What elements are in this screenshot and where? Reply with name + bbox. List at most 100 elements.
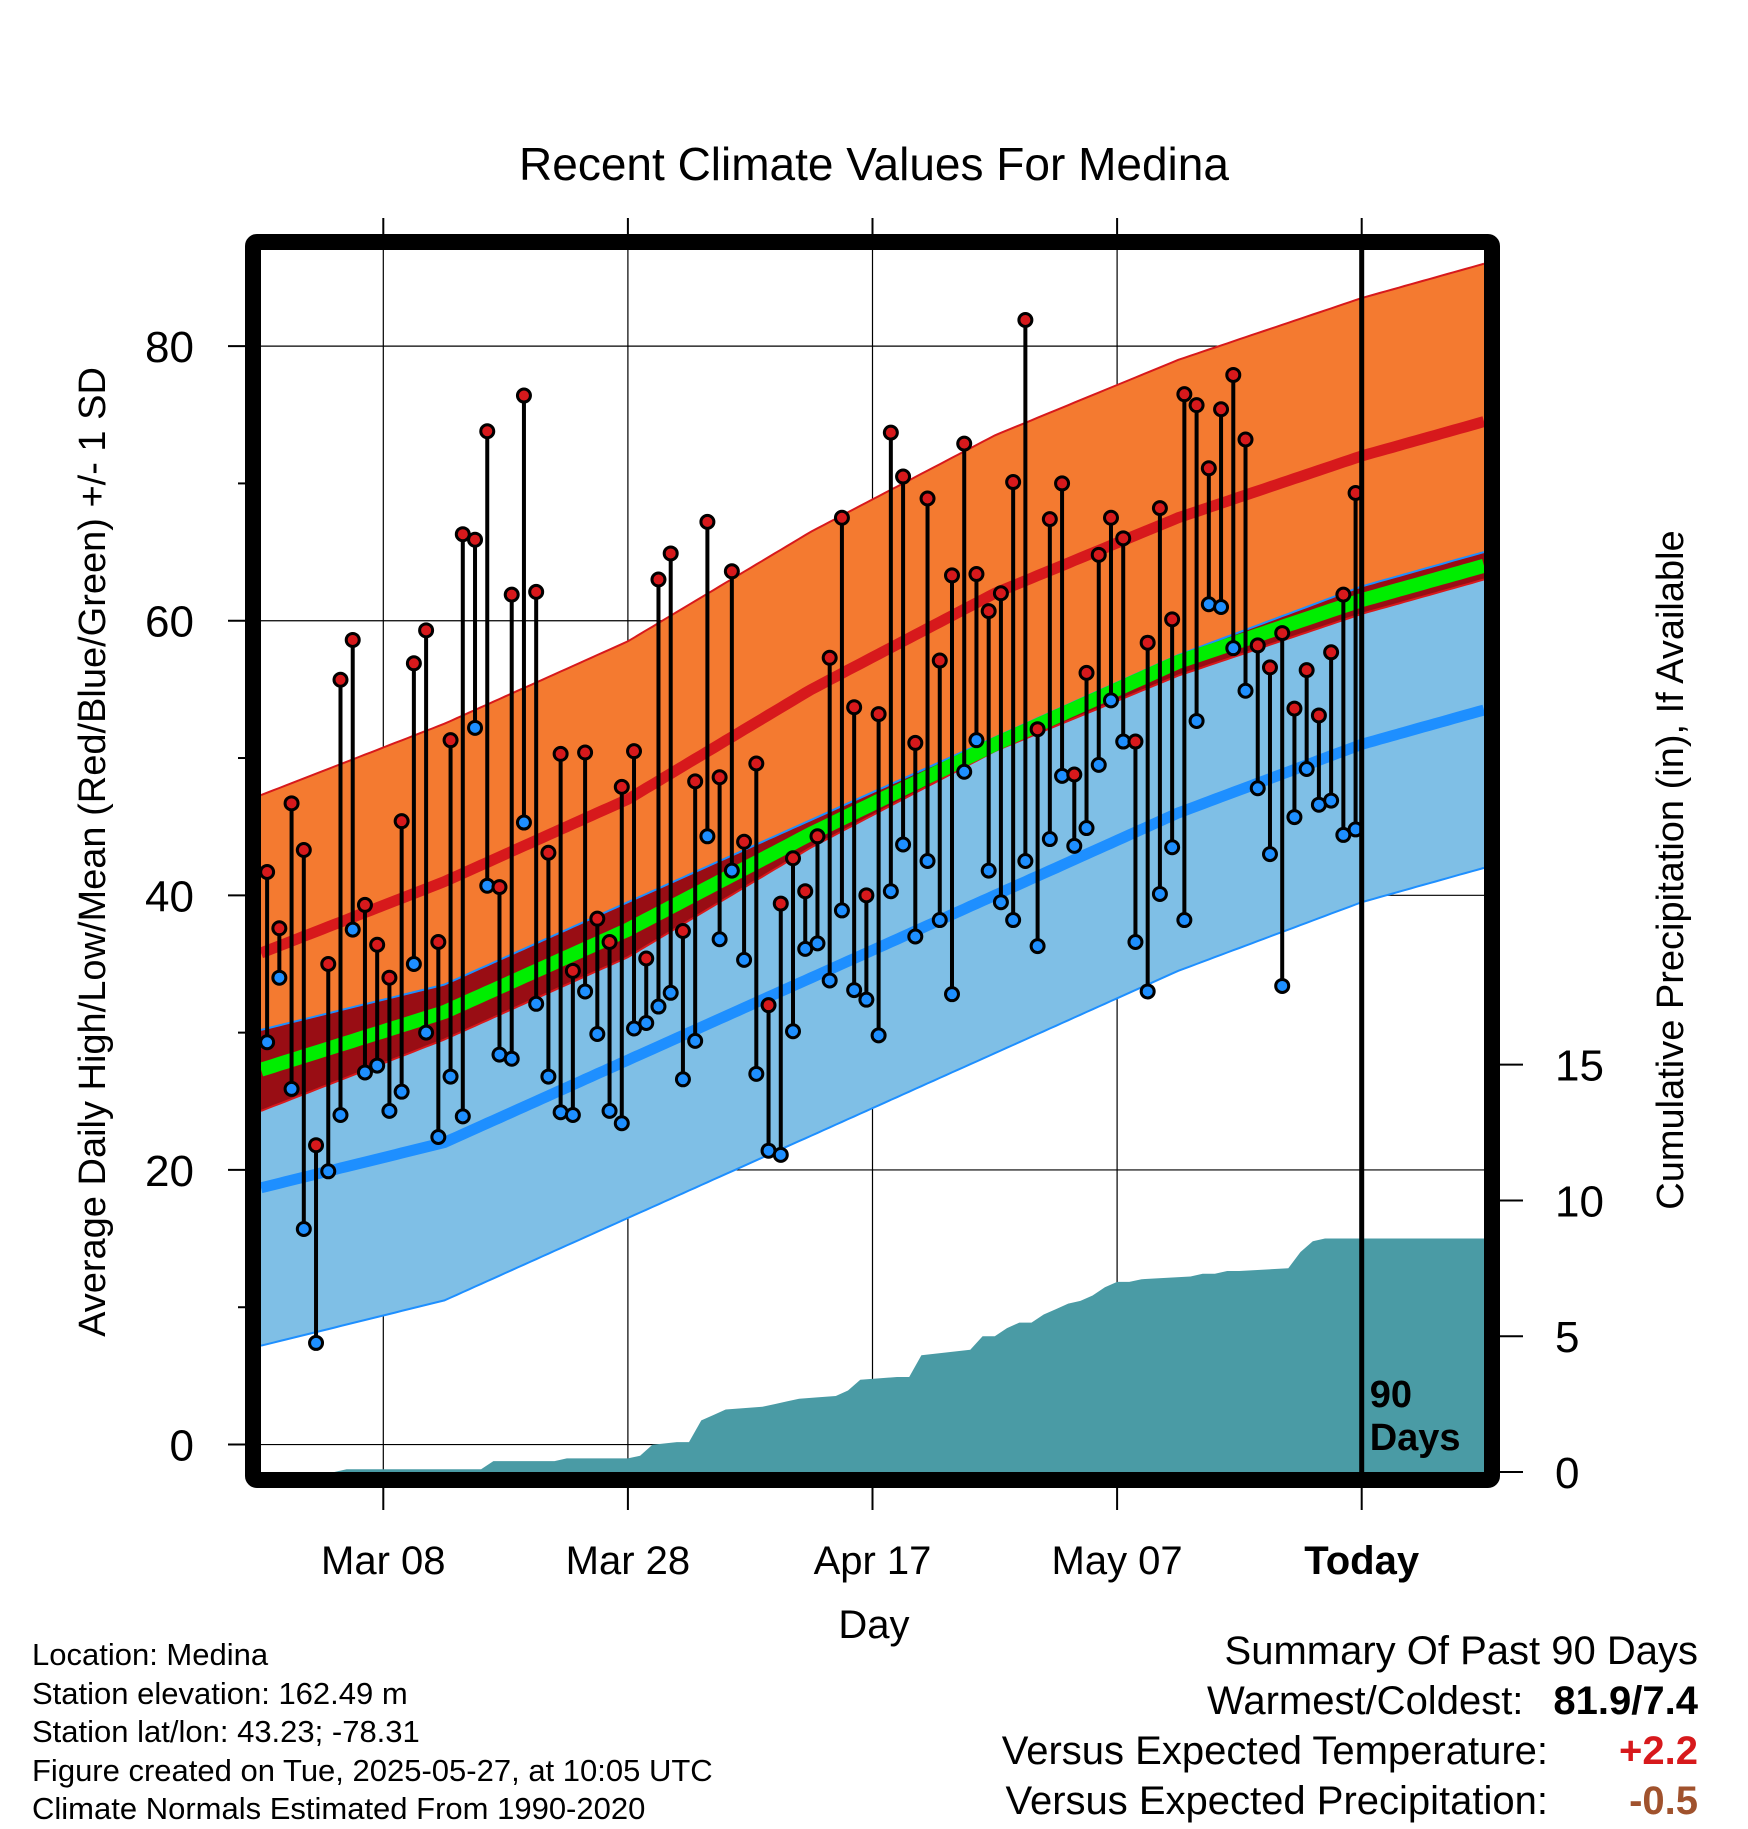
daily-low-point	[613, 1115, 630, 1132]
daily-low-point	[1029, 938, 1046, 955]
daily-low-point	[601, 1102, 618, 1119]
high-sd-band	[261, 263, 1484, 1111]
daily-high-point	[1066, 766, 1083, 783]
daily-low-point	[1102, 692, 1119, 709]
daily-low-point	[858, 991, 875, 1008]
daily-high-point	[503, 586, 520, 603]
daily-low-point	[332, 1107, 349, 1124]
daily-high-point	[405, 655, 422, 672]
daily-low-point	[1066, 837, 1083, 854]
daily-low-point	[344, 921, 361, 938]
daily-low-point	[1078, 820, 1095, 837]
daily-high-point	[907, 734, 924, 751]
x-tick-label-today: Today	[1304, 1539, 1420, 1583]
daily-high-point	[1310, 707, 1327, 724]
daily-low-point	[687, 1032, 704, 1049]
daily-high-point	[1176, 386, 1193, 403]
daily-low-point	[259, 1034, 276, 1051]
daily-high-point	[564, 962, 581, 979]
daily-low-point	[1249, 780, 1266, 797]
daily-high-point	[295, 842, 312, 859]
plot-frame	[245, 234, 1500, 1488]
daily-low-point	[515, 814, 532, 831]
temp-value: +2.2	[1619, 1729, 1698, 1773]
y-tick-label: 80	[145, 323, 194, 372]
daily-low-point	[785, 1023, 802, 1040]
y2-tick-label: 10	[1555, 1177, 1604, 1226]
daily-high-point	[1164, 611, 1181, 628]
daily-high-point	[1286, 700, 1303, 717]
daily-low-point	[503, 1050, 520, 1067]
daily-high-point	[674, 923, 691, 940]
daily-low-point	[1225, 640, 1242, 657]
daily-low-point	[650, 998, 667, 1015]
daily-low-point	[833, 902, 850, 919]
daily-high-point	[540, 844, 557, 861]
daily-high-point	[846, 699, 863, 716]
latlon-text: Station lat/lon: 43.23; -78.31	[32, 1714, 420, 1749]
daily-high-point	[1102, 509, 1119, 526]
chart-title: Recent Climate Values For Medina	[519, 138, 1229, 190]
high-sd-upper-edge	[261, 262, 1484, 797]
summary-title: Summary Of Past 90 Days	[1224, 1629, 1698, 1673]
summary-panel: Summary Of Past 90 Days Warmest/Coldest:…	[1002, 1626, 1698, 1826]
daily-low-point	[1127, 934, 1144, 951]
y-tick-label: 40	[145, 872, 194, 921]
daily-low-point	[1286, 809, 1303, 826]
daily-high-point	[1041, 511, 1058, 528]
daily-low-point	[1213, 598, 1230, 615]
daily-low-point	[1237, 682, 1254, 699]
daily-high-point	[283, 795, 300, 812]
y2-tick-label: 0	[1555, 1449, 1579, 1498]
daily-low-point	[528, 995, 545, 1012]
daily-low-point	[748, 1065, 765, 1082]
warm-cold-value: 81.9/7.4	[1553, 1679, 1698, 1723]
daily-low-point	[674, 1071, 691, 1088]
daily-low-point	[356, 1064, 373, 1081]
daily-low-point	[1151, 885, 1168, 902]
daily-low-point	[956, 763, 973, 780]
daily-high-point	[332, 671, 349, 688]
daily-low-point	[1274, 977, 1291, 994]
daily-low-point	[1261, 846, 1278, 863]
daily-low-point	[393, 1083, 410, 1100]
daily-high-point	[1188, 397, 1205, 414]
daily-high-point	[308, 1137, 325, 1154]
daily-high-point	[589, 910, 606, 927]
daily-high-point	[821, 649, 838, 666]
temp-row: Versus Expected Temperature: +2.2	[1002, 1726, 1698, 1776]
x-tick-label: May 07	[1052, 1539, 1183, 1583]
daily-high-point	[931, 652, 948, 669]
daily-low-point	[931, 912, 948, 929]
daily-high-point	[1249, 637, 1266, 654]
precip-area	[261, 1238, 1484, 1472]
daily-low-point	[980, 862, 997, 879]
daily-high-point	[809, 828, 826, 845]
daily-low-point	[442, 1068, 459, 1085]
daily-high-point	[895, 468, 912, 485]
daily-high-point	[1054, 475, 1071, 492]
daily-high-point	[369, 936, 386, 953]
normal-low-line	[261, 704, 1484, 1194]
daily-high-point	[882, 424, 899, 441]
daily-low-point	[736, 951, 753, 968]
y-axis-label: Average Daily High/Low/Mean (Red/Blue/Gr…	[72, 367, 114, 1337]
daily-low-point	[295, 1220, 312, 1237]
daily-low-point	[564, 1107, 581, 1124]
daily-high-point	[577, 744, 594, 761]
daily-high-point	[1225, 366, 1242, 383]
daily-high-point	[1151, 500, 1168, 517]
daily-low-point	[418, 1024, 435, 1041]
warm-cold-label: Warmest/Coldest:	[1207, 1679, 1524, 1723]
daily-high-point	[919, 490, 936, 507]
y-tick-label: 20	[145, 1147, 194, 1196]
daily-high-point	[515, 387, 532, 404]
daily-high-point	[1261, 659, 1278, 676]
daily-high-point	[271, 920, 288, 937]
daily-low-point	[271, 969, 288, 986]
low-sd-upper-edge	[261, 551, 1484, 1031]
precipitation-area	[261, 1238, 1484, 1472]
daily-high-point	[1090, 546, 1107, 563]
normals-text: Climate Normals Estimated From 1990-2020	[32, 1791, 646, 1826]
daily-high-point	[320, 955, 337, 972]
